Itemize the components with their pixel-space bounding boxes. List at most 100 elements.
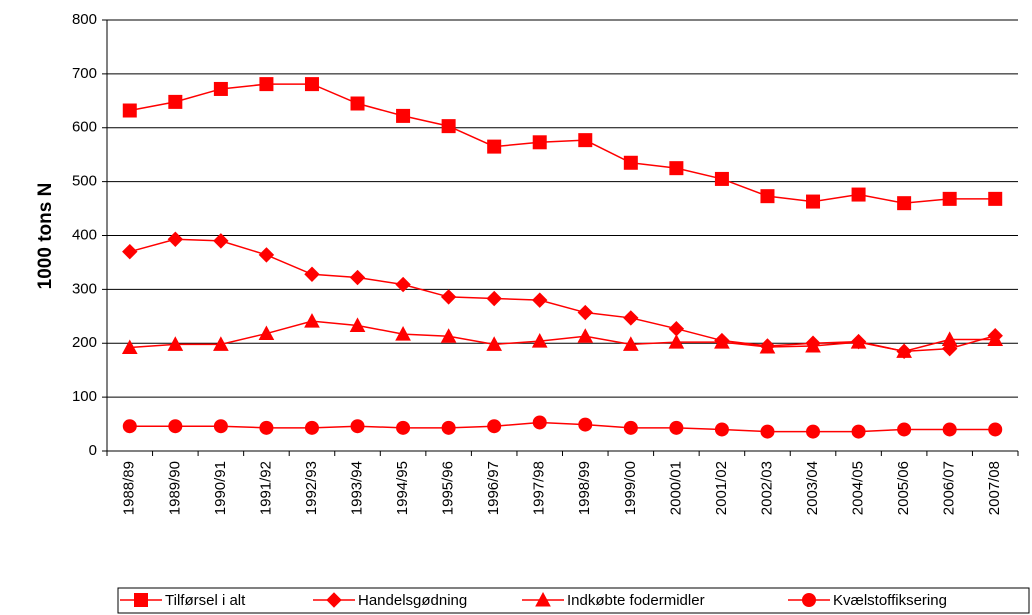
data-point xyxy=(167,336,184,351)
data-point xyxy=(669,420,684,435)
data-point xyxy=(805,337,821,353)
data-point xyxy=(532,292,548,308)
data-point xyxy=(304,313,320,328)
data-point xyxy=(714,334,730,349)
x-tick-label: 1992/93 xyxy=(303,461,320,515)
data-point xyxy=(578,417,593,432)
x-tick-label: 1997/98 xyxy=(531,461,548,515)
y-tick-label: 0 xyxy=(89,442,97,459)
y-tick-label: 100 xyxy=(72,388,97,405)
y-tick-label: 200 xyxy=(72,334,97,351)
x-tick-label: 1990/91 xyxy=(212,461,229,515)
data-point xyxy=(213,81,228,96)
legend: Tilførsel i alt Handelsgødning Indkøbte fo… xyxy=(117,587,1030,614)
data-point xyxy=(668,334,685,349)
data-point xyxy=(395,276,411,293)
x-tick-label: 1999/00 xyxy=(622,461,639,515)
x-tick-label: 1993/94 xyxy=(348,461,365,515)
legend-marker xyxy=(535,591,551,607)
data-point xyxy=(213,336,229,351)
data-point xyxy=(987,331,1004,346)
data-point xyxy=(988,422,1003,437)
data-point xyxy=(258,325,275,341)
data-point xyxy=(168,419,183,434)
legend-label: Indkøbte fodermidler xyxy=(567,592,705,609)
data-point xyxy=(122,419,137,434)
data-point xyxy=(806,194,821,209)
data-point xyxy=(304,420,319,435)
y-tick-label: 800 xyxy=(72,11,97,28)
data-point xyxy=(532,415,547,430)
y-tick-label: 300 xyxy=(72,280,97,297)
series-line xyxy=(129,320,996,353)
data-point xyxy=(395,326,411,341)
data-point xyxy=(440,328,457,343)
y-tick-label: 700 xyxy=(72,65,97,82)
data-point xyxy=(121,339,138,355)
x-tick-label: 1989/90 xyxy=(166,461,183,515)
data-point xyxy=(896,343,912,358)
data-point xyxy=(532,135,547,150)
data-point xyxy=(577,304,593,321)
data-point xyxy=(850,334,867,349)
data-point xyxy=(988,191,1003,206)
x-tick-label: 1988/89 xyxy=(121,461,138,515)
x-tick-label: 1998/99 xyxy=(576,461,593,515)
data-point xyxy=(349,317,366,332)
data-point xyxy=(487,139,502,154)
data-point xyxy=(168,94,183,109)
x-tick-label: 2006/07 xyxy=(941,461,958,515)
x-tick-label: 2005/06 xyxy=(895,461,912,515)
x-tick-label: 1996/97 xyxy=(485,461,502,515)
data-point xyxy=(623,310,639,326)
x-tick-label: 1995/96 xyxy=(440,461,457,515)
data-point xyxy=(122,243,138,260)
data-point xyxy=(440,289,457,305)
data-point xyxy=(258,247,275,263)
data-point xyxy=(259,420,274,435)
data-point xyxy=(396,108,411,123)
data-point xyxy=(851,424,866,439)
y-tick-label: 400 xyxy=(72,226,97,243)
y-tick-label: 600 xyxy=(72,119,97,136)
data-point xyxy=(942,422,957,437)
data-point xyxy=(531,333,548,348)
data-point xyxy=(213,419,228,434)
data-point xyxy=(213,233,229,249)
series-line xyxy=(129,83,996,204)
data-point xyxy=(441,119,456,134)
data-point xyxy=(806,424,821,439)
legend-marker xyxy=(326,592,342,608)
x-tick-label: 2007/08 xyxy=(986,461,1003,515)
data-point xyxy=(941,331,958,346)
series-line xyxy=(129,421,996,433)
data-point xyxy=(668,320,685,337)
data-point xyxy=(259,77,274,92)
x-tick-label: 1994/95 xyxy=(394,461,411,515)
data-point xyxy=(167,231,184,247)
series-line xyxy=(129,238,996,353)
legend-box xyxy=(117,587,1030,614)
x-tick-label: 2002/03 xyxy=(758,461,775,515)
data-point xyxy=(122,103,137,118)
data-point xyxy=(441,420,456,435)
data-point xyxy=(622,336,639,351)
legend-marker xyxy=(134,593,148,607)
data-point xyxy=(759,338,776,354)
y-axis-label: 1000 tons N xyxy=(35,183,56,290)
data-point xyxy=(487,419,502,434)
data-point xyxy=(350,96,365,111)
data-point xyxy=(396,420,411,435)
data-point xyxy=(577,328,594,343)
x-tick-label: 2004/05 xyxy=(850,461,867,515)
data-point xyxy=(349,269,366,286)
data-point xyxy=(897,422,912,437)
data-point xyxy=(623,420,638,435)
data-point xyxy=(304,266,320,282)
data-point xyxy=(714,171,729,186)
x-tick-label: 2000/01 xyxy=(667,461,684,515)
data-point xyxy=(942,191,957,206)
data-point xyxy=(578,133,593,148)
data-point xyxy=(669,161,684,176)
